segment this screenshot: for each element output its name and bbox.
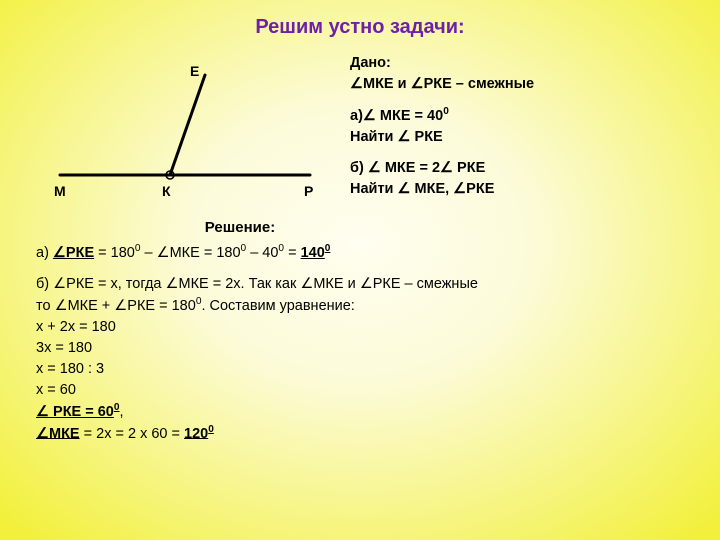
- given-line1: Дано:: [350, 53, 534, 74]
- sol-b7-u: ∠ РКЕ = 60: [36, 404, 114, 420]
- given-line5: б) ∠ МКЕ = 2∠ РКЕ: [350, 158, 534, 179]
- given-line4: Найти ∠ РКЕ: [350, 127, 534, 148]
- sol-a1-m1: = 180: [94, 245, 135, 261]
- sol-b3: х + 2х = 180: [36, 317, 690, 338]
- sol-b5: х = 180 : 3: [36, 359, 690, 380]
- sol-b4: 3х = 180: [36, 338, 690, 359]
- sol-b7: ∠ РКЕ = 600,: [36, 401, 690, 423]
- sol-b2-post: . Составим уравнение:: [201, 298, 354, 314]
- sol-b8-u: ∠МКЕ: [36, 425, 80, 441]
- given-l3-pre: а)∠ МКЕ = 40: [350, 108, 443, 124]
- sol-a1-m2: – ∠МКЕ = 180: [140, 245, 240, 261]
- sol-a1-m4: =: [284, 245, 301, 261]
- point-label-m: М: [54, 183, 66, 199]
- sol-a1-ressup: 0: [325, 243, 331, 254]
- sol-a1: а) ∠РКЕ = 1800 – ∠МКЕ = 1800 – 400 = 140…: [36, 242, 690, 264]
- top-row: М К Р Е Дано: ∠МКЕ и ∠РКЕ – смежные а)∠ …: [0, 39, 720, 215]
- sol-b7-post: ,: [120, 404, 124, 420]
- given-line3: а)∠ МКЕ = 400: [350, 105, 534, 127]
- sol-b2-pre: то ∠МКЕ + ∠РКЕ = 180: [36, 298, 196, 314]
- given-line2: ∠МКЕ и ∠РКЕ – смежные: [350, 74, 534, 95]
- point-label-k: К: [162, 183, 171, 199]
- sol-b8-ressup: 0: [208, 424, 214, 435]
- sol-a1-pre: а): [36, 245, 53, 261]
- point-label-p: Р: [304, 183, 313, 199]
- sol-a1-u: ∠РКЕ: [53, 245, 94, 261]
- sol-b8: ∠МКЕ = 2х = 2 х 60 = 1200: [36, 423, 690, 445]
- sol-b6: х = 60: [36, 380, 690, 401]
- angle-diagram: М К Р Е: [30, 45, 350, 215]
- given-block: Дано: ∠МКЕ и ∠РКЕ – смежные а)∠ МКЕ = 40…: [350, 45, 534, 215]
- point-label-e: Е: [190, 63, 199, 79]
- sol-a1-res: 140: [301, 245, 325, 261]
- page-title: Решим устно задачи:: [0, 0, 720, 39]
- solution-block: а) ∠РКЕ = 1800 – ∠МКЕ = 1800 – 400 = 140…: [0, 242, 720, 444]
- given-line6: Найти ∠ МКЕ, ∠РКЕ: [350, 179, 534, 200]
- given-l3-sup: 0: [443, 106, 449, 117]
- sol-a1-m3: – 40: [246, 245, 278, 261]
- sol-b2: то ∠МКЕ + ∠РКЕ = 1800. Составим уравнени…: [36, 295, 690, 317]
- sol-b8-res: 120: [184, 425, 208, 441]
- sol-b1: б) ∠РКЕ = х, тогда ∠МКЕ = 2х. Так как ∠М…: [36, 274, 690, 295]
- solution-label: Решение:: [0, 215, 480, 242]
- sol-b8-mid: = 2х = 2 х 60 =: [80, 425, 184, 441]
